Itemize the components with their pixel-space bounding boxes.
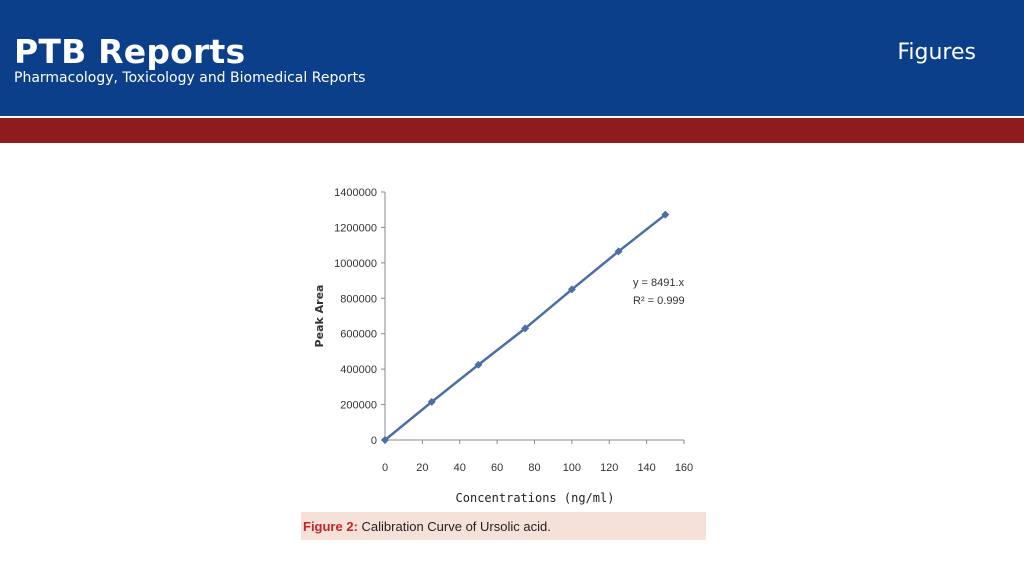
y-ticks: 0 200000 400000 600000 800000 1000000 1200000 1…: [334, 187, 385, 447]
data-point: [661, 210, 670, 219]
y-tick-label: 800000: [340, 293, 377, 305]
r-squared-annotation: R² = 0.999: [633, 295, 685, 307]
figure-caption: Figure 2: Calibration Curve of Ursolic a…: [301, 512, 706, 540]
y-tick-label: 0: [371, 435, 377, 447]
x-axis-label: Concentrations (ng/ml): [456, 491, 615, 505]
y-tick-label: 1200000: [334, 222, 377, 234]
y-tick-label: 1400000: [334, 187, 377, 199]
data-point: [614, 247, 623, 256]
caption-text: Figure 2: Calibration Curve of Ursolic a…: [303, 519, 551, 534]
brand-subtitle: Pharmacology, Toxicology and Biomedical …: [14, 70, 366, 86]
site-header: PTB Reports Pharmacology, Toxicology and…: [0, 0, 1024, 116]
caption-body: Calibration Curve of Ursolic acid.: [361, 519, 551, 534]
caption-label: Figure 2:: [303, 519, 358, 534]
section-title: Figures: [897, 40, 976, 65]
x-tick-label: 0: [382, 462, 388, 474]
y-tick-label: 200000: [340, 400, 377, 412]
x-tick-label: 80: [528, 462, 540, 474]
equation-annotation: y = 8491.x: [633, 277, 685, 289]
x-ticks: 0 20 40 60 80 100 120 140 160: [382, 440, 693, 474]
accent-band: [0, 118, 1024, 143]
brand-title[interactable]: PTB Reports: [14, 32, 246, 71]
data-point: [521, 324, 530, 333]
y-tick-label: 1000000: [334, 258, 377, 270]
chart-series: [381, 210, 670, 444]
x-tick-label: 160: [675, 462, 693, 474]
header-divider: [0, 116, 1024, 118]
y-tick-label: 600000: [340, 329, 377, 341]
data-point: [381, 436, 389, 444]
x-tick-label: 20: [416, 462, 428, 474]
x-tick-label: 140: [637, 462, 655, 474]
y-tick-label: 400000: [340, 364, 377, 376]
y-axis-label: Peak Area: [313, 285, 326, 348]
x-tick-label: 100: [563, 462, 581, 474]
x-tick-label: 120: [600, 462, 618, 474]
data-point: [567, 285, 576, 294]
calibration-chart: 0 200000 400000 600000 800000 1000000 1200000 1…: [313, 187, 693, 505]
data-point: [427, 397, 436, 406]
x-tick-label: 60: [491, 462, 503, 474]
data-point: [474, 360, 483, 369]
figure: 0 200000 400000 600000 800000 1000000 1200000 1…: [301, 180, 707, 542]
x-tick-label: 40: [454, 462, 466, 474]
